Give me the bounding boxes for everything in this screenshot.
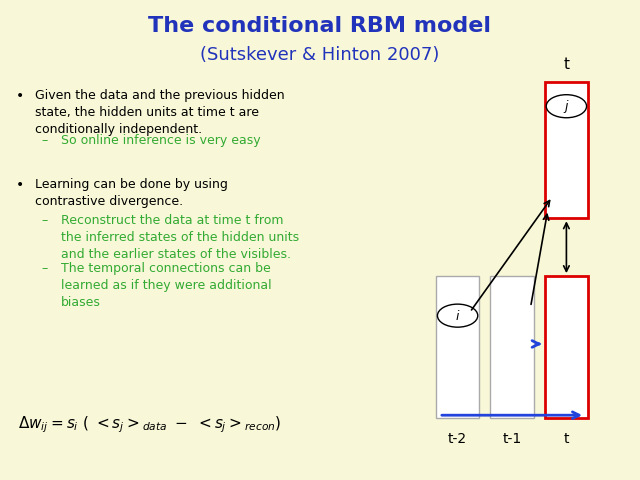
Bar bbox=[545, 82, 588, 218]
Text: Reconstruct the data at time t from
the inferred states of the hidden units
and : Reconstruct the data at time t from the … bbox=[61, 214, 299, 261]
Text: $i$: $i$ bbox=[455, 309, 460, 323]
Text: t-1: t-1 bbox=[502, 432, 522, 446]
Bar bbox=[545, 276, 588, 418]
Text: •: • bbox=[16, 178, 24, 192]
Text: The conditional RBM model: The conditional RBM model bbox=[148, 16, 492, 36]
Text: Given the data and the previous hidden
state, the hidden units at time t are
con: Given the data and the previous hidden s… bbox=[35, 89, 285, 136]
Text: t: t bbox=[564, 432, 569, 446]
Text: –: – bbox=[42, 262, 48, 275]
Bar bbox=[436, 276, 479, 418]
Text: $\Delta w_{ij} = s_i \ ( \ < s_j >_{data} \ - \ < s_j >_{recon} )$: $\Delta w_{ij} = s_i \ ( \ < s_j >_{data… bbox=[18, 415, 282, 435]
Bar bbox=[490, 276, 534, 418]
Text: Learning can be done by using
contrastive divergence.: Learning can be done by using contrastiv… bbox=[35, 178, 228, 208]
Text: t-2: t-2 bbox=[448, 432, 467, 446]
Text: –: – bbox=[42, 134, 48, 147]
Text: t: t bbox=[563, 57, 570, 72]
Text: (Sutskever & Hinton 2007): (Sutskever & Hinton 2007) bbox=[200, 46, 440, 64]
Text: –: – bbox=[42, 214, 48, 227]
Text: So online inference is very easy: So online inference is very easy bbox=[61, 134, 260, 147]
Text: The temporal connections can be
learned as if they were additional
biases: The temporal connections can be learned … bbox=[61, 262, 271, 309]
Text: $j$: $j$ bbox=[563, 98, 570, 115]
Text: •: • bbox=[16, 89, 24, 103]
